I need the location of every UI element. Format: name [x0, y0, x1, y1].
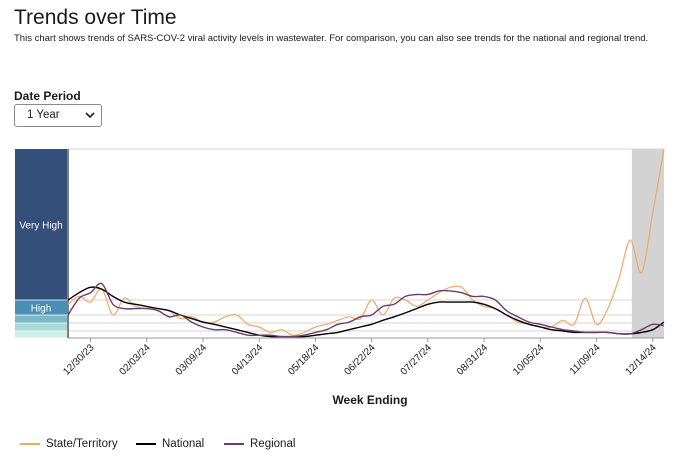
legend-swatch-state	[20, 443, 40, 445]
date-period-label: Date Period	[14, 89, 81, 103]
level-band-0	[15, 149, 67, 300]
series-line-regional	[67, 282, 665, 338]
x-tick-label-1: 02/03/24	[118, 342, 154, 378]
level-band-3	[15, 323, 67, 331]
legend-label-national: National	[162, 438, 205, 450]
trend-chart: Very High High 12/30/23 02/03/24 03/09/24 04/…	[15, 148, 665, 407]
x-tick-label-9: 11/09/24	[568, 342, 603, 377]
x-tick-label-6: 07/27/24	[399, 342, 435, 378]
level-band-2	[15, 315, 67, 323]
level-band-4	[15, 331, 67, 338]
legend-item-regional[interactable]: Regional	[224, 438, 295, 450]
page-title: Trends over Time	[14, 6, 177, 29]
x-tick-label-5: 06/22/24	[342, 342, 378, 378]
x-tick-label-0: 12/30/23	[61, 342, 97, 378]
legend-swatch-regional	[224, 443, 244, 445]
x-axis-title: Week Ending	[332, 393, 407, 407]
series-line-national	[67, 286, 665, 338]
x-tick-label-7: 08/31/24	[455, 342, 491, 378]
legend-swatch-national	[136, 443, 156, 445]
level-band-label-1: High	[31, 304, 52, 315]
legend-item-national[interactable]: National	[136, 438, 204, 450]
series-line-state	[67, 148, 665, 336]
x-tick-label-10: 12/14/24	[624, 342, 660, 378]
x-tick-label-8: 10/05/24	[511, 342, 547, 378]
x-tick-label-4: 05/18/24	[286, 342, 322, 378]
legend-item-state[interactable]: State/Territory	[20, 438, 118, 450]
level-band-1	[15, 300, 67, 315]
chevron-down-icon	[85, 112, 95, 119]
page-subtitle: This chart shows trends of SARS-COV-2 vi…	[14, 33, 649, 44]
legend-label-state: State/Territory	[46, 438, 118, 450]
legend-label-regional: Regional	[250, 438, 296, 450]
level-band-label-0: Very High	[19, 221, 62, 232]
date-period-value: 1 Year	[27, 109, 60, 121]
date-period-select[interactable]: 1 Year	[14, 104, 102, 127]
x-tick-label-3: 04/13/24	[230, 342, 266, 378]
x-tick-label-2: 03/09/24	[174, 342, 210, 378]
